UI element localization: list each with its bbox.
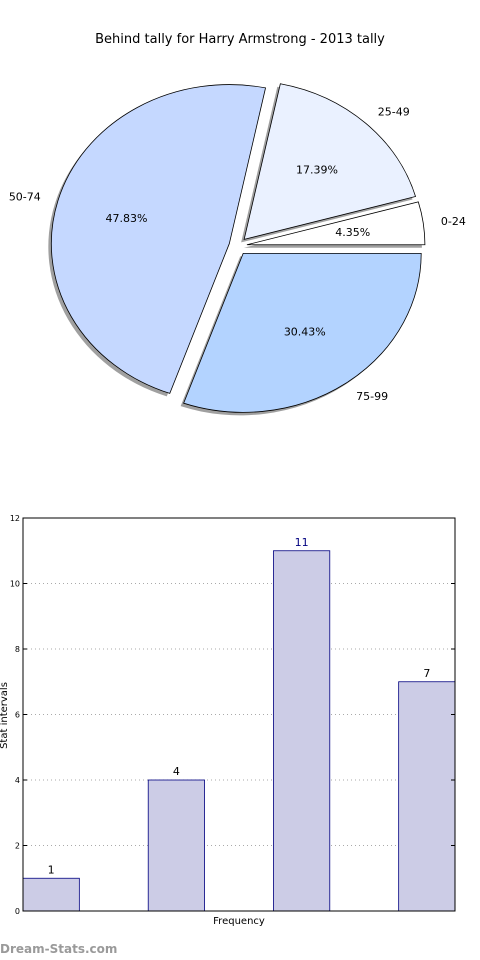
pie-chart: Behind tally for Harry Armstrong - 2013 …: [9, 32, 466, 416]
bar-value-label: 7: [423, 667, 430, 680]
pie-slice-0-24: [246, 201, 426, 246]
pie-percent-label: 17.39%: [296, 164, 338, 177]
y-axis-label: Stat intervals: [0, 682, 10, 749]
bar-0-24: [22, 877, 80, 912]
y-tick-label: 12: [10, 514, 20, 523]
bar-25-49: [147, 779, 205, 912]
bar-75-99: [398, 681, 456, 912]
bar-value-label: 1: [48, 863, 55, 876]
pie-slice-50-74: [50, 84, 267, 394]
y-tick-label: 4: [15, 776, 20, 785]
x-axis-label: Frequency: [213, 916, 265, 927]
bar-50-74: [273, 550, 331, 912]
bar-value-label: 4: [173, 765, 180, 778]
pie-slice-label: 0-24: [441, 215, 466, 228]
y-tick-label: 2: [15, 842, 20, 851]
pie-slice-label: 75-99: [356, 390, 388, 403]
pie-slice-25-49: [243, 83, 417, 240]
pie-slice-75-99: [183, 252, 422, 413]
y-tick-label: 8: [15, 645, 20, 654]
y-tick-label: 0: [15, 907, 20, 916]
pie-slices: [50, 83, 426, 413]
pie-percent-label: 47.83%: [106, 212, 148, 225]
bar-value-label: 11: [295, 536, 309, 549]
pie-percent-label: 30.43%: [284, 325, 326, 338]
pie-slice-label: 50-74: [9, 190, 41, 203]
pie-slice-label: 25-49: [378, 106, 410, 119]
grid-lines: [23, 583, 455, 846]
y-tick-label: 10: [10, 580, 20, 589]
pie-title: Behind tally for Harry Armstrong - 2013 …: [95, 32, 385, 47]
y-tick-label: 6: [15, 711, 20, 720]
bar-chart: 1 4 11 7 0 2 4 6 8 10 12 Frequency Stat intervals: [0, 514, 456, 927]
watermark: Dream-Stats.com: [0, 942, 118, 956]
pie-percent-label: 4.35%: [335, 226, 370, 239]
